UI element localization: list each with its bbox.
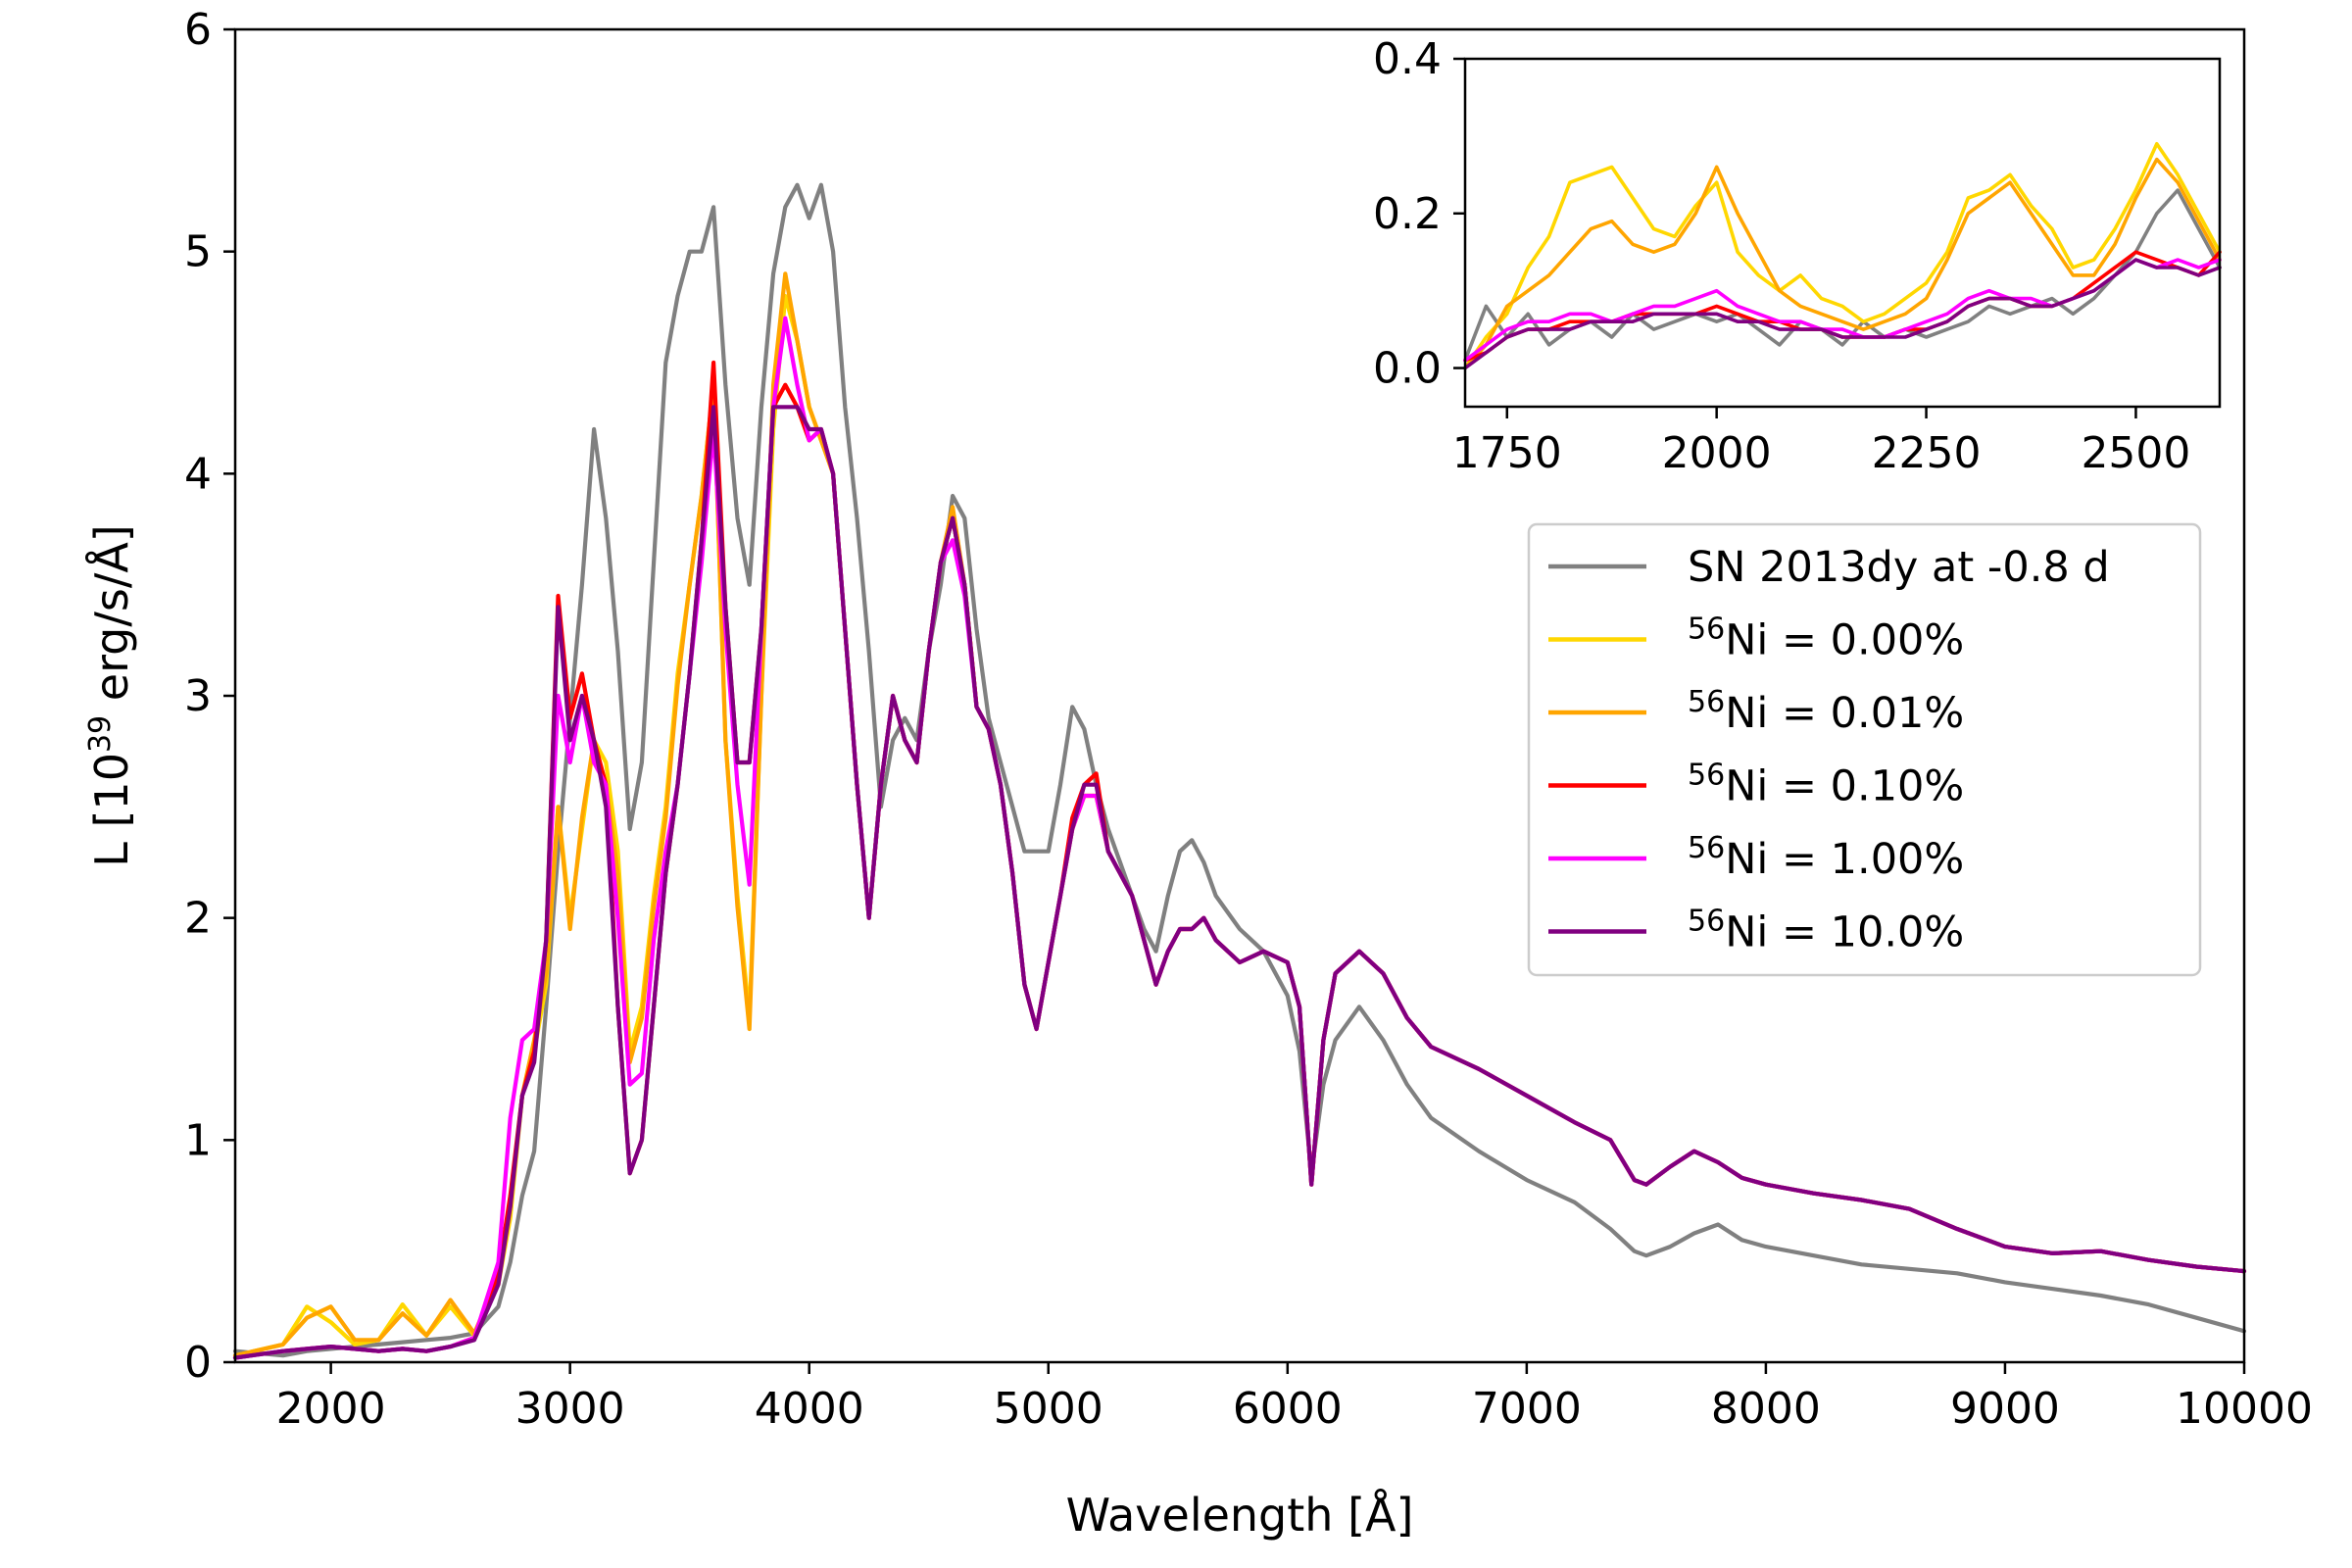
- y-axis-title-suffix: erg/s/Å]: [85, 524, 138, 715]
- main-y-tick-label: 1: [184, 1115, 212, 1165]
- inset-plot-panel: 1750 2000 2250 2500 0.0 0.2 0.4: [1373, 34, 2222, 478]
- legend-isotope-superscript: 56: [1688, 905, 1725, 939]
- main-y-tick-label: 2: [184, 894, 212, 944]
- main-x-tick-label: 9000: [1950, 1384, 2060, 1434]
- legend-isotope-superscript: 56: [1688, 612, 1725, 647]
- inset-axes-frame: [1463, 57, 2222, 409]
- main-y-tick-label: 0: [184, 1338, 212, 1388]
- inset-x-tick-label: 2000: [1662, 428, 1772, 478]
- legend-box: [1527, 522, 2202, 977]
- main-series-line-0: [232, 182, 2247, 1358]
- inset-x-tick-label: 2500: [2081, 428, 2190, 478]
- legend-label-0: SN 2013dy at -0.8 d: [1688, 543, 2110, 592]
- inset-y-axis: 0.0 0.2 0.4: [1373, 34, 1465, 394]
- main-x-tick-label: 7000: [1472, 1384, 1582, 1434]
- y-axis-title-exponent: 39: [83, 715, 118, 753]
- main-x-tick-label: 10000: [2176, 1384, 2313, 1434]
- main-x-axis: 2000 3000 4000 5000 6000 7000 8000 9000 10000: [276, 1362, 2313, 1434]
- main-x-tick-label: 3000: [515, 1384, 625, 1434]
- main-y-tick-label: 6: [184, 5, 212, 55]
- legend-label-4: 56Ni = 1.00%: [1688, 831, 1964, 884]
- legend-label-5: 56Ni = 10.0%: [1688, 905, 1964, 957]
- legend-label-1: 56Ni = 0.00%: [1688, 612, 1964, 665]
- legend-label-text: Ni = 0.01%: [1725, 689, 1964, 738]
- inset-series-line-5: [1463, 258, 2222, 370]
- main-x-tick-label: 6000: [1233, 1384, 1343, 1434]
- main-x-tick-label: 4000: [755, 1384, 864, 1434]
- main-y-axis: 0 1 2 3 4 5 6: [184, 5, 235, 1388]
- main-x-tick-label: 8000: [1711, 1384, 1821, 1434]
- main-series-group: [232, 182, 2247, 1360]
- legend-label-text: Ni = 10.0%: [1725, 908, 1964, 957]
- legend-label-text: Ni = 0.00%: [1725, 616, 1964, 665]
- main-y-tick-label: 3: [184, 671, 212, 721]
- legend-isotope-superscript: 56: [1688, 685, 1725, 719]
- inset-x-axis: 1750 2000 2250 2500: [1452, 407, 2190, 478]
- inset-x-tick-label: 2250: [1872, 428, 1982, 478]
- inset-y-tick-label: 0.0: [1373, 344, 1442, 394]
- legend-isotope-superscript: 56: [1688, 759, 1725, 793]
- x-axis-title: Wavelength [Å]: [1066, 1489, 1414, 1542]
- main-y-tick-label: 5: [184, 227, 212, 277]
- inset-series-group: [1463, 142, 2222, 370]
- main-x-tick-label: 2000: [276, 1384, 386, 1434]
- main-series-line-5: [232, 405, 2247, 1360]
- legend-isotope-superscript: 56: [1688, 831, 1725, 865]
- y-axis-title: L [1039 erg/s/Å]: [83, 524, 138, 867]
- legend-label-3: 56Ni = 0.10%: [1688, 759, 1964, 811]
- main-x-tick-label: 5000: [994, 1384, 1103, 1434]
- main-y-tick-label: 4: [184, 449, 212, 499]
- inset-plot-area: [1465, 59, 2220, 407]
- legend-label-text: Ni = 1.00%: [1725, 835, 1964, 884]
- legend-label-text: Ni = 0.10%: [1725, 762, 1964, 811]
- legend-label-2: 56Ni = 0.01%: [1688, 685, 1964, 738]
- inset-series-line-1: [1463, 142, 2222, 370]
- inset-y-tick-label: 0.4: [1373, 34, 1442, 84]
- inset-series-line-2: [1463, 157, 2222, 370]
- y-axis-title-prefix: L [10: [85, 753, 138, 867]
- inset-y-tick-label: 0.2: [1373, 189, 1442, 239]
- inset-x-tick-label: 1750: [1452, 428, 1562, 478]
